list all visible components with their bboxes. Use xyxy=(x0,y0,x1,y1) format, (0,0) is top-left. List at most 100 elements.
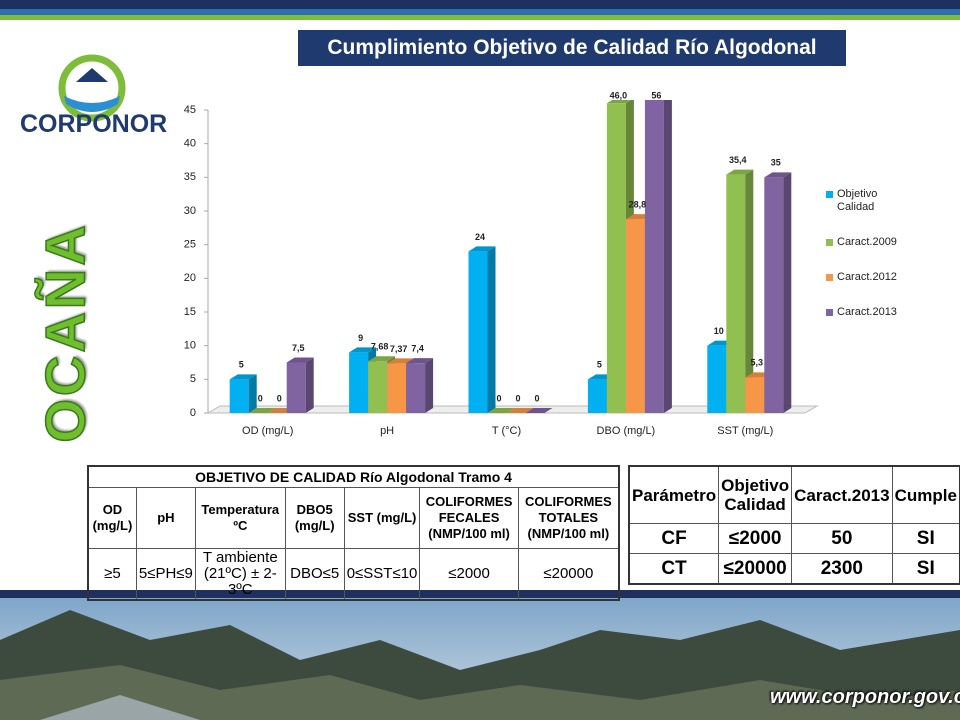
data-row: CT ≤20000 2300 SI xyxy=(628,553,960,585)
header-cell: Temperatura ºC xyxy=(194,487,286,549)
data-label: 7,68 xyxy=(371,342,389,352)
data-label: 24 xyxy=(475,232,485,242)
cell: ≤20000 xyxy=(718,553,793,585)
data-label: 56 xyxy=(651,90,661,100)
bar xyxy=(745,377,765,413)
bar-side xyxy=(663,100,672,413)
y-tick-label: 45 xyxy=(184,104,196,116)
table-title: OBJETIVO DE CALIDAD Río Algodonal Tramo … xyxy=(87,465,620,488)
x-tick-label: OD (mg/L) xyxy=(242,425,293,437)
data-label: 7,5 xyxy=(292,343,305,353)
header-cell: OD (mg/L) xyxy=(87,487,137,549)
bar xyxy=(707,345,727,413)
data-row: CF ≤2000 50 SI xyxy=(628,523,960,554)
y-tick-label: 20 xyxy=(184,272,196,284)
bar-top xyxy=(764,172,792,178)
data-label: 7,4 xyxy=(411,344,424,354)
legend-label: Caract.2012 xyxy=(837,271,897,283)
legend-label: Objetivo Calidad xyxy=(837,188,878,213)
bar-top xyxy=(468,246,496,252)
bar xyxy=(644,100,664,413)
bar xyxy=(587,379,607,413)
cell: ≤20000 xyxy=(517,548,620,601)
compliance-table: Parámetro Objetivo Calidad Caract.2013 Cump… xyxy=(628,465,960,585)
cell: CF xyxy=(628,523,720,554)
logo-text: CORPONOR xyxy=(20,110,168,138)
bar-top xyxy=(406,358,434,364)
data-label: 7,37 xyxy=(390,344,408,354)
bar-top xyxy=(387,358,415,364)
y-tick-label: 10 xyxy=(184,340,196,352)
y-tick-label: 0 xyxy=(190,407,196,419)
legend-swatch xyxy=(826,191,833,198)
data-label: 0 xyxy=(496,393,501,403)
bar-top xyxy=(368,356,396,362)
bar xyxy=(387,363,407,413)
bar-side xyxy=(425,358,434,413)
logo-water xyxy=(64,96,120,112)
logo-roof xyxy=(76,68,108,82)
legend-swatch xyxy=(826,274,833,281)
legend-item: Caract.2009 xyxy=(826,236,912,249)
header-cell: Cumple xyxy=(891,465,960,524)
bar-side xyxy=(783,172,792,413)
legend-item: Objetivo Calidad xyxy=(826,188,912,214)
cell: 0≤SST≤10 xyxy=(343,548,421,601)
bar xyxy=(349,352,369,413)
bar xyxy=(625,219,645,413)
data-label: 10 xyxy=(714,326,724,336)
bar-side xyxy=(745,169,754,413)
bar-top xyxy=(248,408,276,413)
legend-label: Caract.2013 xyxy=(837,306,897,318)
bar xyxy=(764,177,784,413)
data-label: 35 xyxy=(771,158,781,168)
legend-swatch xyxy=(826,309,833,316)
bar xyxy=(368,361,388,413)
legend-item: Caract.2013 xyxy=(826,306,912,319)
title: Cumplimiento Objetivo de Calidad Río Alg… xyxy=(298,30,846,66)
bar-top xyxy=(525,408,553,413)
plot-area xyxy=(229,100,792,414)
y-tick-label: 25 xyxy=(184,239,196,251)
bar-top xyxy=(286,357,314,363)
data-label: 0 xyxy=(277,393,282,403)
y-tick-label: 15 xyxy=(184,306,196,318)
green-stripe xyxy=(0,15,960,20)
header-cell: pH xyxy=(135,487,196,549)
bar xyxy=(606,103,626,414)
legend-item: Caract.2012 xyxy=(826,271,912,284)
legend-label: Caract.2009 xyxy=(837,236,897,248)
cell: CT xyxy=(628,553,720,585)
top-band xyxy=(0,0,960,9)
lake xyxy=(40,695,200,720)
legend: Objetivo Calidad Caract.2009 Caract.2012 Ca… xyxy=(826,188,912,341)
cell: ≤2000 xyxy=(718,523,793,554)
cell: 50 xyxy=(791,523,893,554)
table-title-row: OBJETIVO DE CALIDAD Río Algodonal Tramo … xyxy=(87,465,620,488)
header-cell: Objetivo Calidad xyxy=(718,465,793,524)
chart: 0 5 10 15 20 25 30 35 40 45 OD (mg/L) pH T (°C) DBO (… xyxy=(184,90,819,437)
y-tick-label: 30 xyxy=(184,205,196,217)
header-cell: Caract.2013 xyxy=(791,465,893,524)
bar-top xyxy=(349,347,377,353)
x-tick-label: SST (mg/L) xyxy=(717,425,773,437)
data-label: 35,4 xyxy=(729,155,747,165)
bar-top xyxy=(506,408,534,413)
header-cell: DBO5 (mg/L) xyxy=(284,487,345,549)
data-label: 46,0 xyxy=(610,90,628,100)
x-tick-label: T (°C) xyxy=(492,425,521,437)
header-row: OD (mg/L) pH Temperatura ºC DBO5 (mg/L) SST … xyxy=(87,487,620,549)
bar-side xyxy=(248,374,257,413)
data-label: 0 xyxy=(258,393,263,403)
bar-top xyxy=(487,408,515,413)
header-cell: COLIFORMES FECALES (NMP/100 ml) xyxy=(419,487,519,549)
data-label: 0 xyxy=(515,393,520,403)
data-label: 5 xyxy=(239,360,244,370)
header-row: Parámetro Objetivo Calidad Caract.2013 Cump… xyxy=(628,465,960,524)
cell: 5≤PH≤9 xyxy=(135,548,196,601)
bar-top xyxy=(229,374,257,380)
bar xyxy=(468,251,488,413)
cell: T ambiente (21ºC) ± 2-3ºC xyxy=(194,548,286,601)
